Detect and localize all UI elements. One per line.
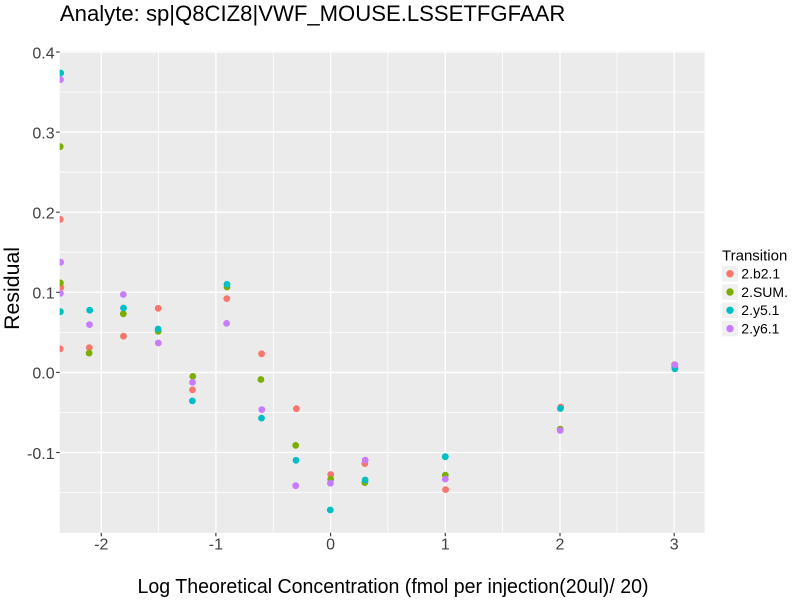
svg-text:2.y5.1: 2.y5.1: [741, 302, 779, 318]
svg-text:0.2: 0.2: [32, 206, 54, 223]
svg-text:1: 1: [441, 536, 450, 553]
svg-text:Transition: Transition: [722, 248, 787, 265]
svg-text:2: 2: [556, 536, 565, 553]
svg-text:3: 3: [670, 536, 679, 553]
svg-text:2.SUM.: 2.SUM.: [741, 284, 788, 300]
svg-text:-0.1: -0.1: [27, 446, 55, 463]
svg-text:2.y6.1: 2.y6.1: [741, 320, 779, 336]
svg-text:0: 0: [326, 536, 335, 553]
svg-text:Log Theoretical Concentration: Log Theoretical Concentration (fmol per …: [138, 576, 649, 598]
svg-text:-2: -2: [94, 536, 108, 553]
svg-text:-1: -1: [209, 536, 223, 553]
svg-text:2.b2.1: 2.b2.1: [741, 266, 780, 282]
svg-text:0.1: 0.1: [32, 286, 54, 303]
svg-text:0.0: 0.0: [32, 366, 54, 383]
svg-text:Residual: Residual: [0, 247, 24, 330]
svg-text:0.4: 0.4: [32, 45, 54, 62]
svg-text:0.3: 0.3: [32, 125, 54, 142]
svg-text:Analyte: sp|Q8CIZ8|VWF_MOUSE.L: Analyte: sp|Q8CIZ8|VWF_MOUSE.LSSETFGFAAR: [60, 1, 566, 26]
